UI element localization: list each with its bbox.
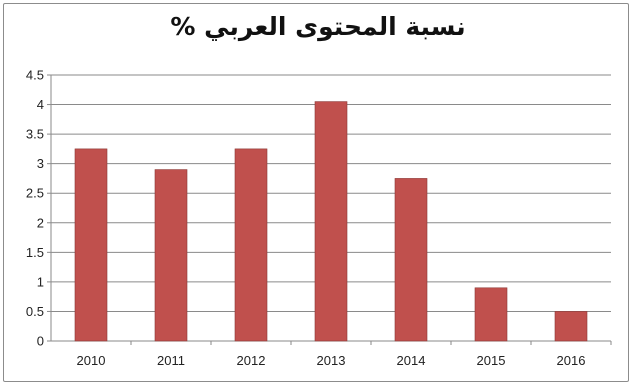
y-tick-label: 0.5 <box>26 304 44 319</box>
y-tick-label: 0 <box>37 334 44 349</box>
y-tick-label: 3.5 <box>26 127 44 142</box>
bar-2011 <box>154 169 188 342</box>
x-tick-label: 2016 <box>557 353 586 368</box>
bar-2014 <box>394 178 428 342</box>
x-tick-label: 2011 <box>157 353 185 368</box>
bar-2015 <box>474 287 508 342</box>
x-tick-labels: 2010 2011 2012 2013 2014 2015 2016 <box>77 353 586 368</box>
y-tick-label: 4 <box>37 97 44 112</box>
y-tick-label: 1 <box>37 274 44 289</box>
x-tick-label: 2013 <box>317 353 346 368</box>
x-tick-label: 2015 <box>477 353 506 368</box>
bar-2016 <box>554 311 588 342</box>
x-tick-label: 2012 <box>237 353 266 368</box>
y-tick-label: 4.5 <box>26 68 44 83</box>
bar-2013 <box>314 101 348 342</box>
y-tick-label: 3 <box>37 156 44 171</box>
bar-2012 <box>234 148 268 342</box>
x-tick-label: 2014 <box>397 353 426 368</box>
y-tick-labels: 0 0.5 1 1.5 2 2.5 3 3.5 4 4.5 <box>26 68 44 349</box>
y-tick-label: 2.5 <box>26 186 44 201</box>
x-tick-label: 2010 <box>77 353 106 368</box>
chart-title: نسبة المحتوى العربي % <box>170 12 466 41</box>
bars <box>74 101 588 342</box>
y-tick-label: 1.5 <box>26 245 44 260</box>
y-tick-label: 2 <box>37 215 44 230</box>
bar-2010 <box>74 148 108 342</box>
